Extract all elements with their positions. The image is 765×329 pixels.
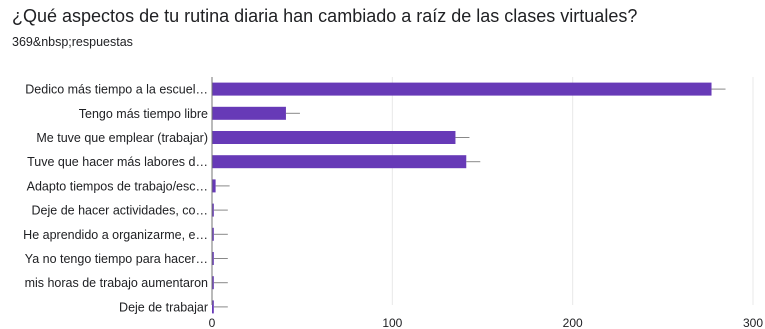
bar — [212, 106, 286, 120]
bar — [212, 300, 214, 314]
x-tick-label: 100 — [382, 316, 402, 329]
category-label: He aprendido a organizarme, e… — [23, 228, 208, 242]
category-label: Dedico más tiempo a la escuel… — [25, 83, 208, 97]
bar — [212, 227, 214, 241]
bar — [212, 179, 216, 193]
category-label: Deje de hacer actividades, co… — [32, 204, 208, 218]
response-count: 369&nbsp;respuestas — [12, 35, 133, 49]
bar — [212, 155, 467, 169]
chart-title: ¿Qué aspectos de tu rutina diaria han ca… — [12, 6, 638, 26]
category-label: mis horas de trabajo aumentaron — [25, 276, 208, 290]
x-tick-label: 200 — [563, 316, 583, 329]
bar — [212, 131, 456, 144]
bar — [212, 276, 214, 290]
category-label: Tuve que hacer más labores d… — [27, 155, 208, 169]
category-label: Adapto tiempos de trabajo/esc… — [27, 179, 208, 193]
x-tick-label: 300 — [743, 316, 763, 329]
bar — [212, 203, 214, 217]
category-label: Tengo más tiempo libre — [79, 107, 208, 121]
bar — [212, 252, 214, 265]
category-label: Deje de trabajar — [119, 300, 208, 314]
category-label: Me tuve que emplear (trabajar) — [36, 131, 208, 145]
category-label: Ya no tengo tiempo para hacer… — [25, 252, 208, 266]
bar — [212, 82, 712, 96]
x-tick-label: 0 — [209, 316, 216, 329]
